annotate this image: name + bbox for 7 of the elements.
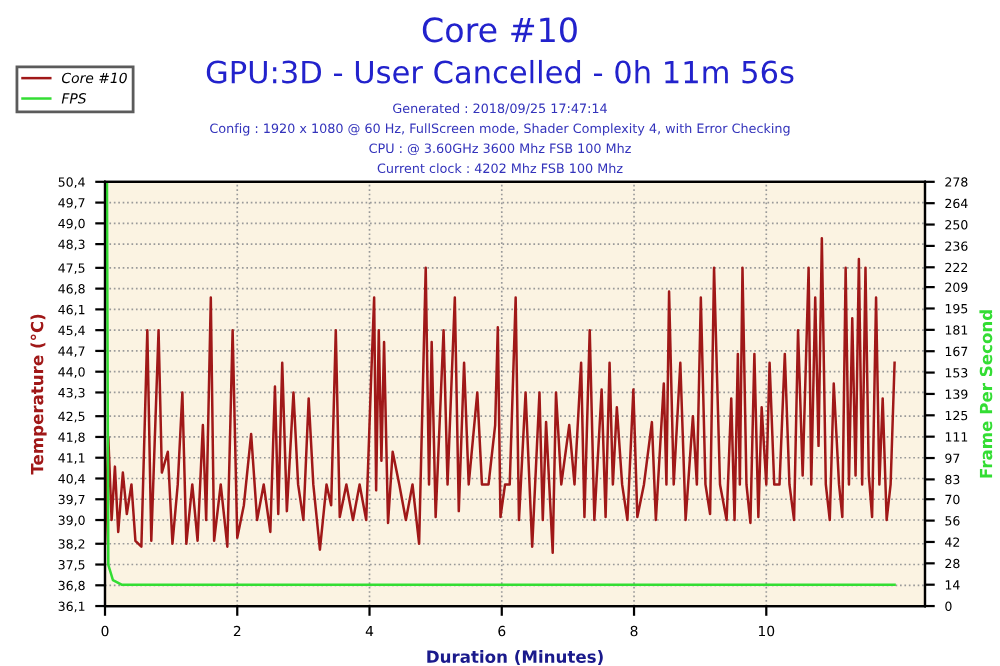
y-axis-title: Temperature (°C) [30, 314, 47, 475]
y2-axis-title: Frame Per Second [979, 310, 993, 478]
line-series [105, 236, 896, 554]
chart-title: Core #10 [422, 17, 577, 43]
x-axis-title: Duration (Minutes) [427, 650, 603, 665]
line-series [105, 181, 896, 586]
chart-subtitle: GPU:3D - User Cancelled - 0h 11m 56s [206, 59, 794, 84]
